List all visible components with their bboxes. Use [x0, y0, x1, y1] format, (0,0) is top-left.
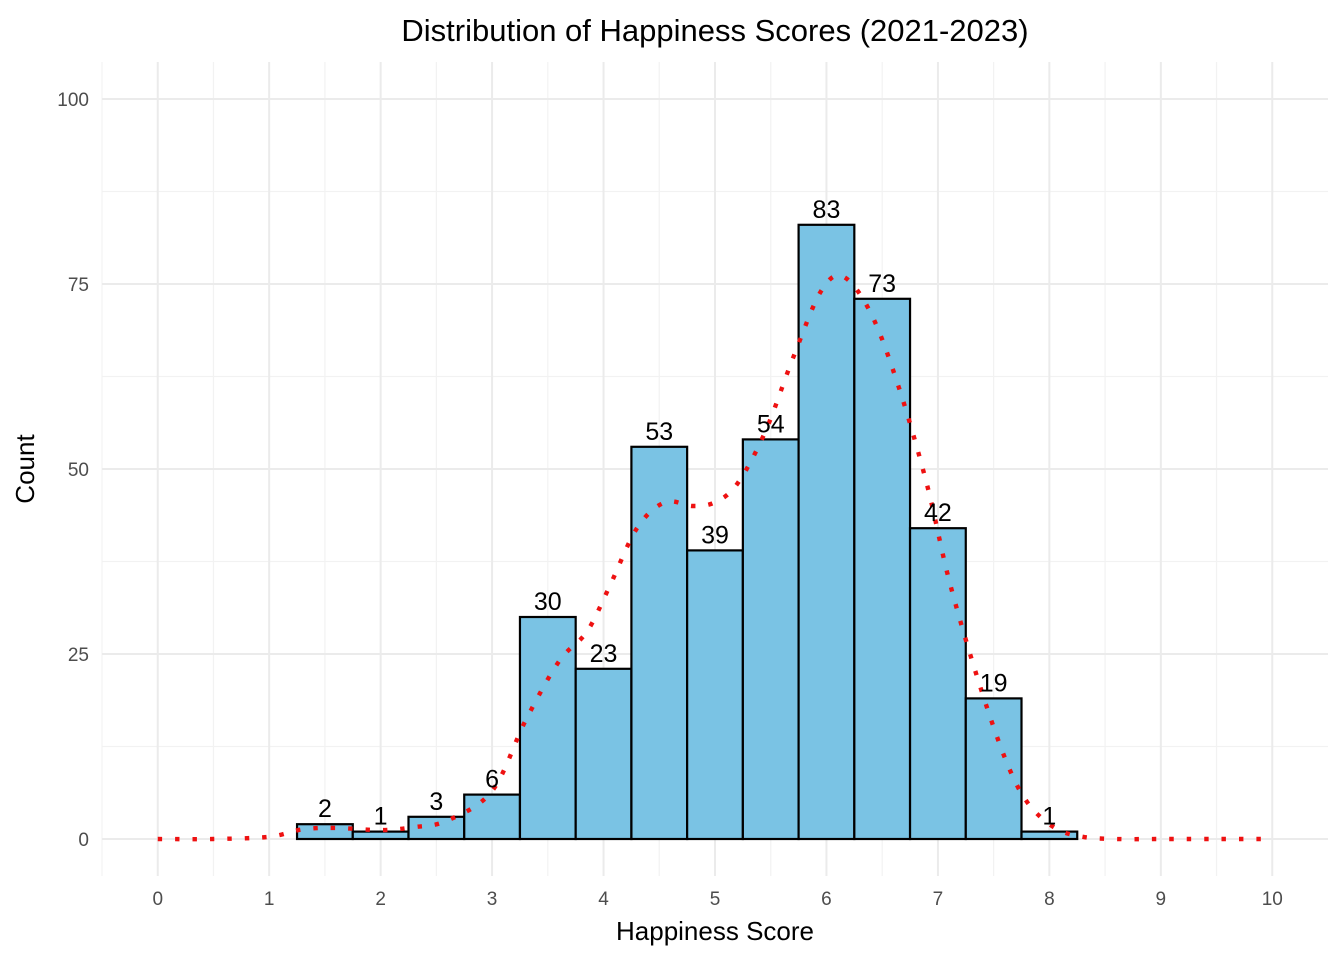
bar-count-label: 6	[485, 766, 499, 794]
x-tick-label: 1	[264, 889, 275, 910]
y-tick-label: 25	[68, 645, 89, 666]
count-labels: 2 1 3 6 30 23 53 39 54 83 73 42 19 1	[318, 196, 1056, 831]
x-tick-label: 6	[821, 889, 832, 910]
histogram-bar	[741, 438, 800, 841]
histogram-bar	[518, 615, 577, 841]
x-tick-label: 10	[1262, 889, 1283, 910]
x-tick-label: 4	[598, 889, 609, 910]
x-tick-label: 8	[1044, 889, 1055, 910]
bar-count-label: 83	[813, 196, 841, 224]
x-tick-label: 3	[487, 889, 498, 910]
chart-title: Distribution of Happiness Scores (2021-2…	[401, 13, 1028, 48]
x-tick-label: 0	[152, 889, 163, 910]
x-tick-label: 5	[710, 889, 721, 910]
bar-count-label: 53	[645, 418, 673, 446]
x-tick-labels: 0 1 2 3 4 5 6 7 8 9 10	[152, 889, 1282, 910]
bar-count-label: 73	[868, 270, 896, 298]
histogram-bar	[853, 297, 912, 841]
y-tick-labels: 0 25 50 75 100	[57, 90, 89, 851]
bar-count-label: 19	[980, 669, 1008, 697]
histogram-bar	[964, 697, 1023, 841]
y-tick-label: 75	[68, 275, 89, 296]
bar-count-label: 1	[1042, 803, 1056, 831]
bar-count-label: 2	[318, 795, 332, 823]
x-axis-title: Happiness Score	[616, 916, 814, 946]
bar-count-label: 42	[924, 499, 952, 527]
y-tick-label: 100	[57, 90, 89, 111]
bar-count-label: 30	[534, 588, 562, 616]
density-curve	[157, 273, 1273, 842]
histogram-bar	[630, 445, 689, 841]
bar-count-label: 54	[757, 410, 785, 438]
y-tick-label: 0	[78, 830, 89, 851]
histogram-bar	[797, 223, 856, 841]
y-tick-label: 50	[68, 460, 89, 481]
histogram-bar	[295, 823, 354, 841]
histogram-bar	[686, 549, 744, 841]
histogram-bar	[908, 527, 967, 841]
y-axis-title: Count	[10, 434, 40, 504]
x-tick-label: 7	[933, 889, 944, 910]
density-curve-layer	[157, 273, 1273, 842]
histogram-bar	[463, 793, 522, 841]
x-tick-label: 2	[375, 889, 386, 910]
bar-count-label: 39	[701, 521, 729, 549]
bar-count-label: 23	[590, 640, 618, 668]
histogram-bar	[1020, 830, 1079, 841]
histogram-bar	[574, 667, 633, 841]
x-tick-label: 9	[1156, 889, 1167, 910]
histogram-bar	[351, 830, 410, 841]
bar-count-label: 3	[429, 788, 443, 816]
histogram-bar	[407, 815, 466, 841]
bar-count-label: 1	[374, 803, 388, 831]
